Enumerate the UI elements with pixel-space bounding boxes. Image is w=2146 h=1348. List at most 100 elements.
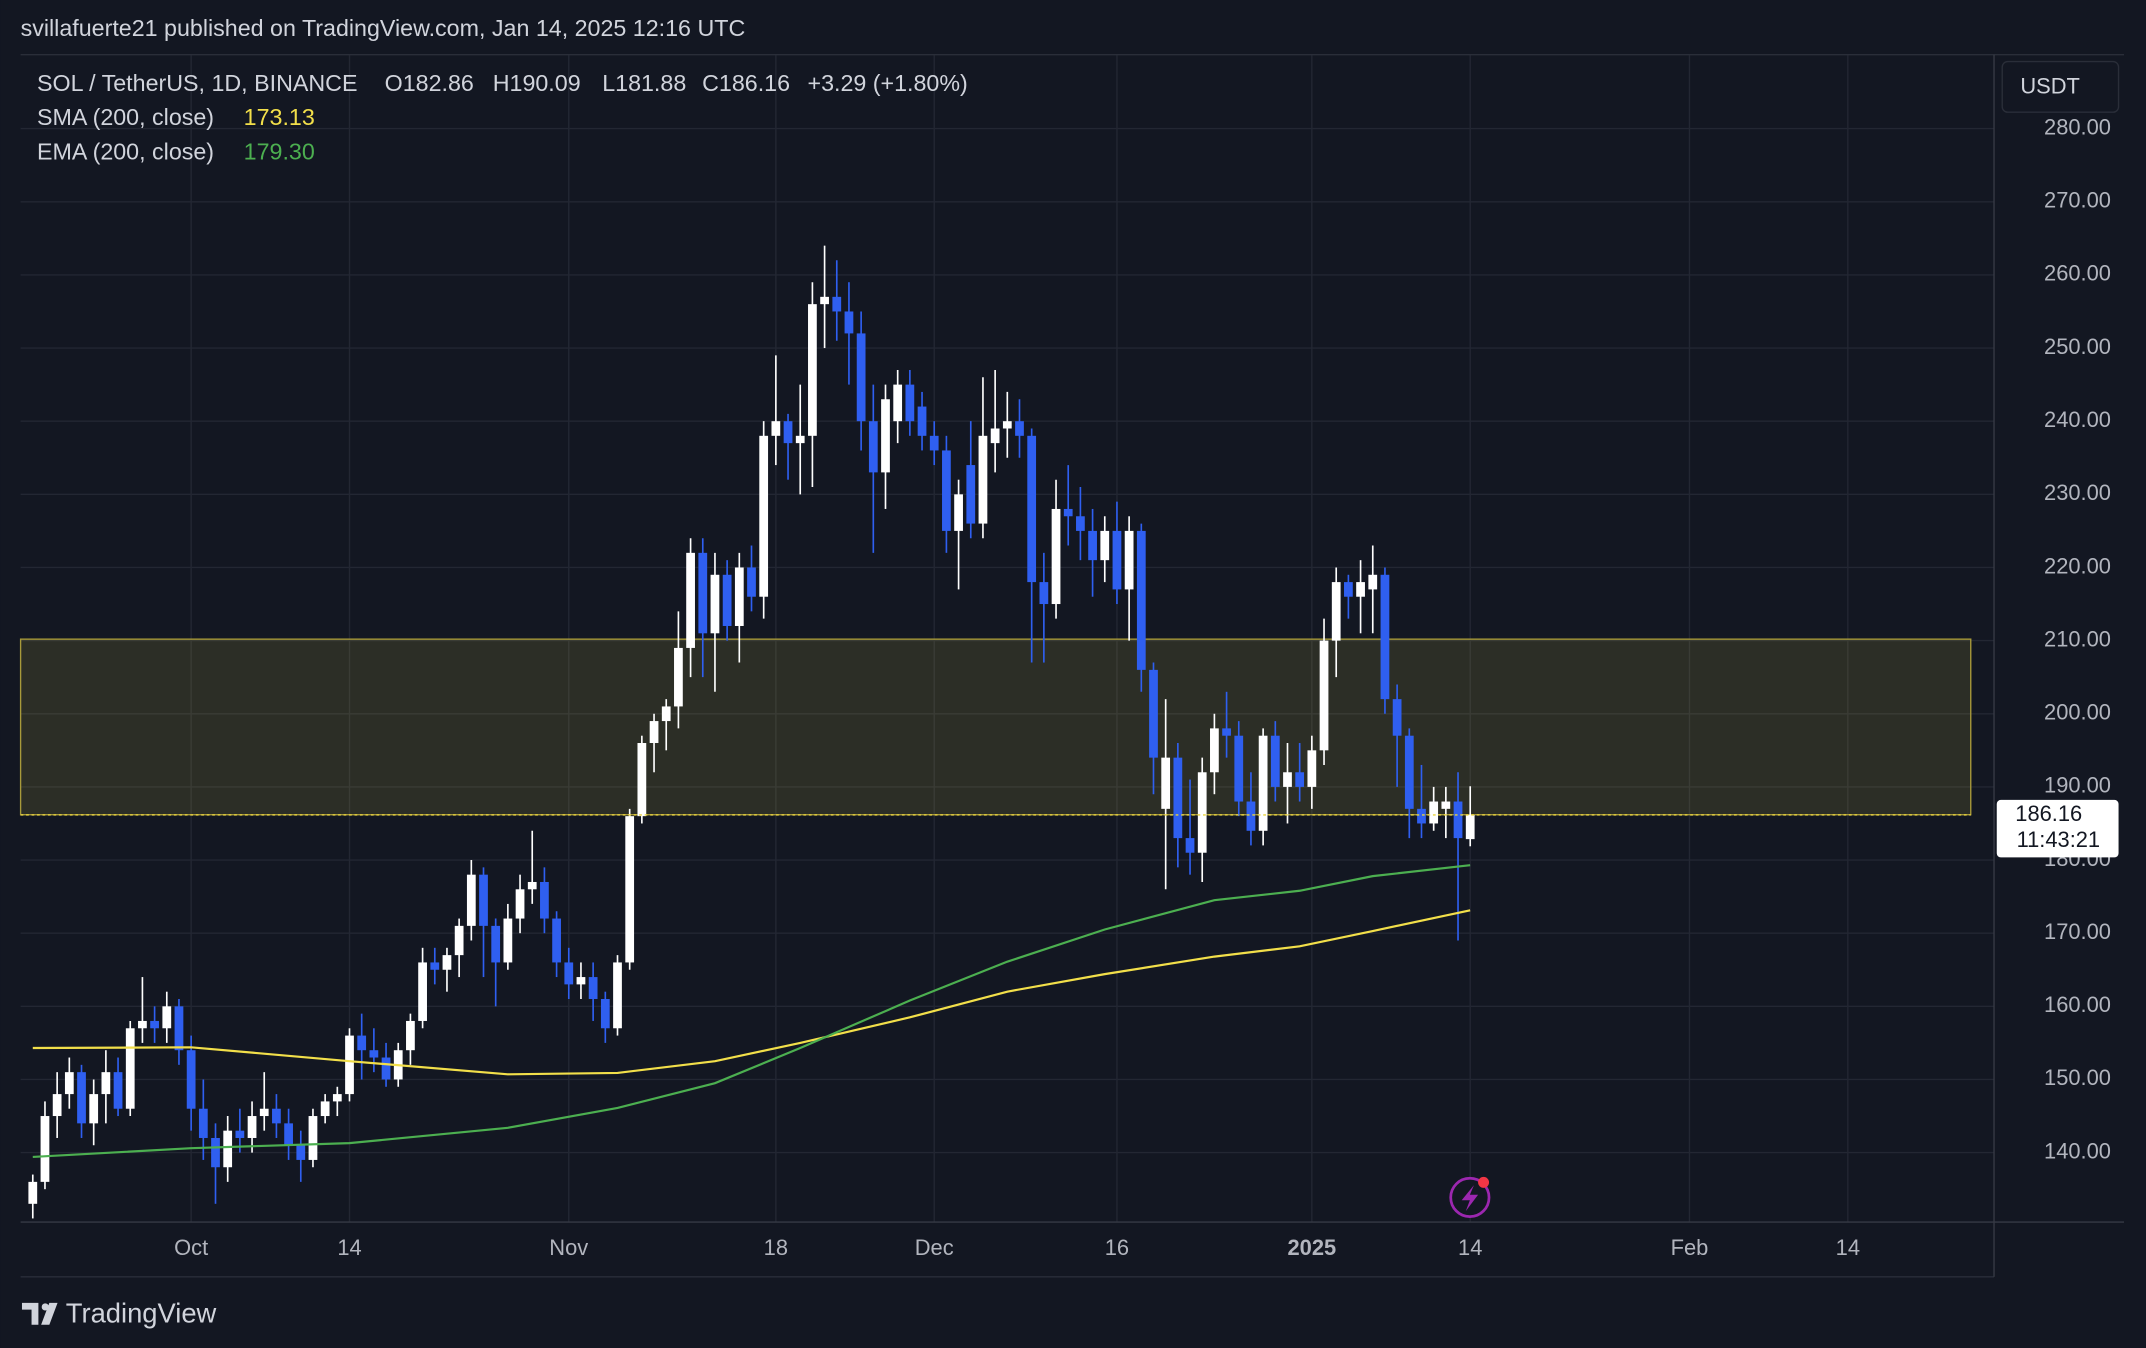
candle-body — [28, 1181, 38, 1204]
candle-body — [296, 1145, 306, 1160]
candle-body — [625, 816, 635, 963]
x-tick-label: Feb — [1671, 1235, 1709, 1260]
candle-body — [564, 962, 574, 985]
candle-body — [503, 918, 513, 963]
candle-body — [466, 874, 476, 926]
candle-body — [795, 435, 805, 444]
candle-body — [77, 1072, 86, 1124]
price-tag — [1996, 799, 2119, 858]
candle-body — [576, 977, 586, 985]
candle-body — [40, 1116, 50, 1182]
candle-body — [552, 918, 561, 963]
candle-body — [759, 435, 769, 597]
candle-body — [406, 1020, 415, 1051]
x-tick-label: Nov — [549, 1235, 588, 1260]
candle-body — [272, 1108, 281, 1124]
candle-body — [613, 962, 622, 1029]
symbol: SOL / TetherUS, 1D, BINANCE — [37, 70, 357, 96]
candle-body — [1027, 435, 1037, 583]
y-tick-label: 210.00 — [2044, 626, 2111, 651]
zone — [19, 638, 1972, 816]
candle-body — [113, 1072, 123, 1109]
candle-body — [1258, 735, 1268, 831]
candle-body — [1100, 530, 1110, 561]
alert-bolt[interactable] — [1461, 1185, 1479, 1212]
candle-body — [1210, 728, 1219, 773]
indicator-name: SMA (200, close) — [37, 104, 214, 130]
candle-body — [1088, 530, 1097, 561]
candle-body — [1173, 757, 1183, 839]
candle-body — [734, 567, 744, 626]
y-tick-label: 220.00 — [2044, 553, 2111, 578]
candle-body — [174, 1006, 184, 1051]
candle-body — [64, 1072, 74, 1095]
candle-body — [905, 384, 915, 422]
candle-body — [600, 999, 610, 1029]
candle-body — [1392, 699, 1402, 736]
alert-icon[interactable] — [1449, 1176, 1491, 1218]
candle-body — [661, 706, 671, 722]
candle-body — [1356, 582, 1365, 597]
candle-body — [856, 333, 866, 422]
candle-body — [223, 1130, 233, 1168]
candle-body — [954, 494, 963, 531]
candle-body — [479, 874, 488, 926]
candle-body — [844, 311, 854, 334]
currency-button[interactable] — [2001, 60, 2120, 113]
candle-body — [1234, 735, 1244, 802]
candle-body — [808, 304, 817, 436]
candle-body — [430, 962, 440, 970]
candle-body — [990, 428, 1000, 444]
logo-mark — [41, 1302, 58, 1325]
candle-body — [320, 1101, 330, 1117]
y-tick-label: 270.00 — [2044, 188, 2111, 213]
candle-body — [138, 1020, 147, 1029]
publisher: svillafuerte21 published on TradingView.… — [21, 15, 746, 41]
x-tick-label: Dec — [915, 1235, 954, 1260]
candle-body — [540, 881, 549, 919]
candle-body — [284, 1123, 293, 1146]
candle-body — [162, 1006, 172, 1029]
candle-body — [1380, 574, 1390, 700]
candle-body — [1149, 669, 1158, 758]
candle-body — [259, 1108, 269, 1117]
candle-body — [1465, 814, 1475, 840]
ohlc-close: C186.16 — [702, 70, 790, 96]
candle-body — [1246, 801, 1256, 831]
candle-body — [125, 1028, 135, 1109]
candle-body — [101, 1072, 111, 1095]
candle-body — [966, 465, 976, 524]
x-tick-label: Oct — [174, 1235, 208, 1260]
y-tick-label: 150.00 — [2044, 1065, 2111, 1090]
candle-body — [868, 421, 878, 473]
y-tick-label: 280.00 — [2044, 114, 2111, 139]
candle-body — [1404, 735, 1414, 809]
alert-dot[interactable] — [1478, 1176, 1490, 1188]
x-tick-label: 14 — [337, 1235, 361, 1260]
candle-body — [881, 399, 890, 473]
ohlc-low: L181.88 — [602, 70, 686, 96]
price-tag-value: 186.16 — [2015, 801, 2082, 826]
indicator-name: EMA (200, close) — [37, 138, 214, 164]
candle-body — [1331, 582, 1341, 641]
candle-body — [1270, 735, 1280, 787]
indicator-line — [32, 909, 1471, 1076]
candle-body — [247, 1116, 257, 1138]
y-tick-label: 170.00 — [2044, 919, 2111, 944]
candle-body — [1417, 808, 1426, 824]
candle-body — [308, 1116, 318, 1160]
ohlc-high: H190.09 — [493, 70, 581, 96]
candle-body — [1051, 508, 1061, 605]
candle-body — [1283, 772, 1292, 787]
logo-mark — [21, 1302, 39, 1325]
candle-body — [893, 384, 903, 422]
indicator-value: 173.13 — [244, 104, 315, 130]
candle-body — [1136, 530, 1146, 670]
plot — [19, 245, 1972, 1219]
candle-body — [357, 1035, 367, 1051]
x-tick-label: 2025 — [1288, 1235, 1337, 1260]
currency[interactable]: USDT — [2020, 73, 2080, 98]
y-tick-label: 230.00 — [2044, 480, 2111, 505]
